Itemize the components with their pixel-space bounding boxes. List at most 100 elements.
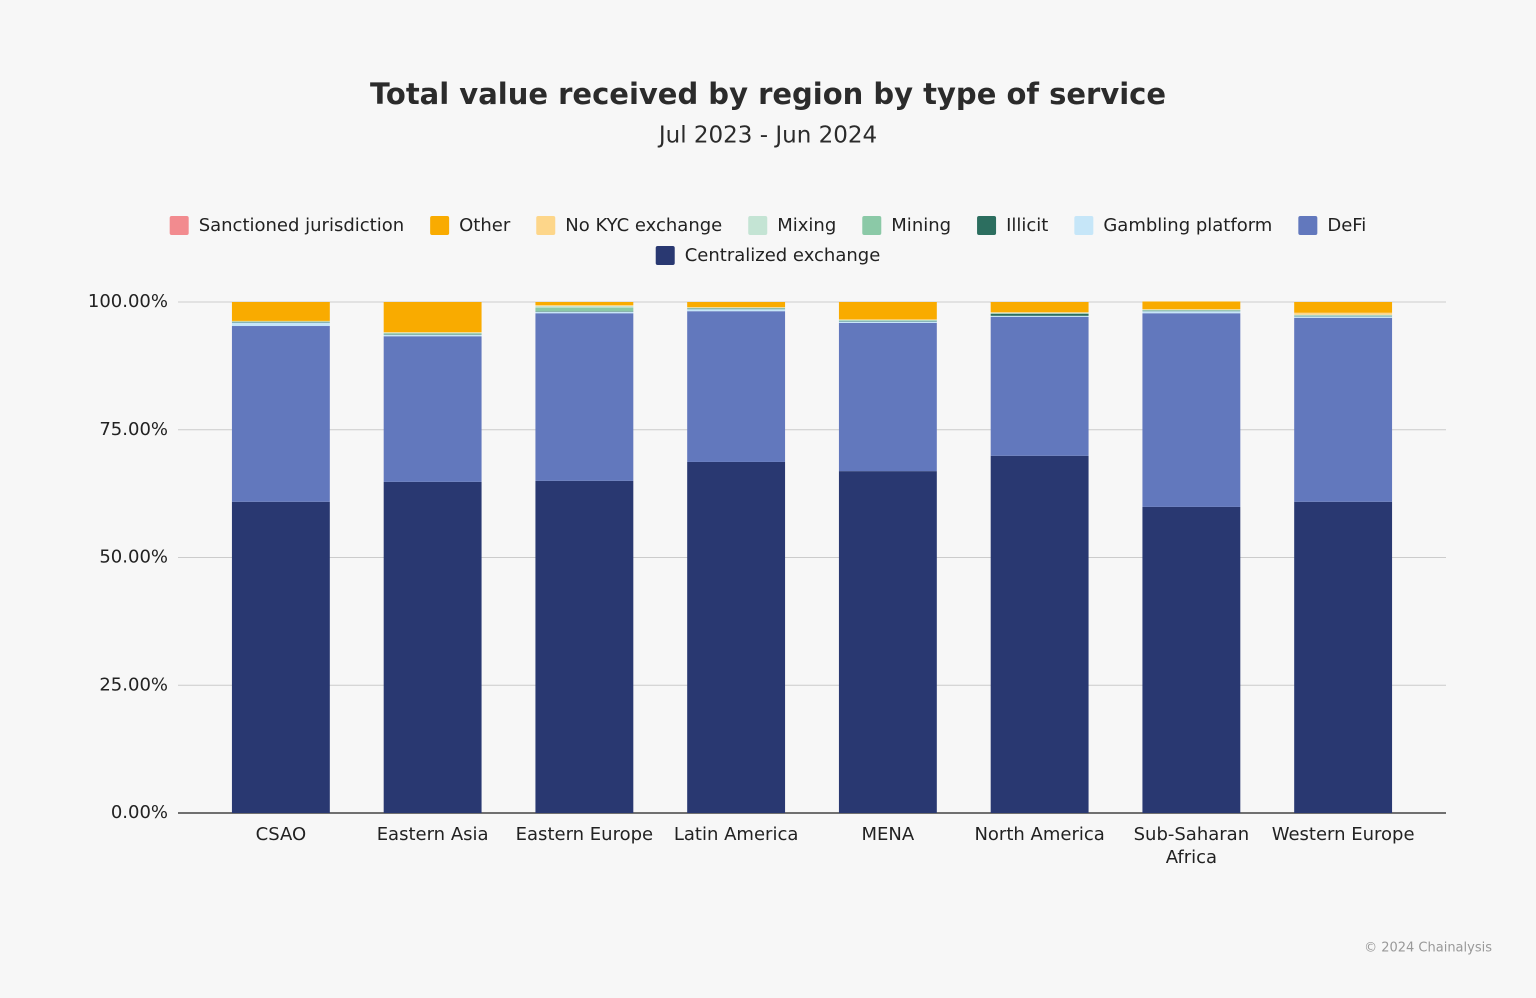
bar-segment	[687, 307, 786, 308]
y-tick-label: 50.00%	[99, 547, 168, 568]
bar-segment	[383, 334, 482, 335]
bar-segment	[535, 313, 634, 481]
bar-segment	[383, 334, 482, 337]
x-tick-label: North America	[974, 824, 1105, 845]
bar-segment	[535, 307, 634, 312]
legend-item: No KYC exchange	[536, 215, 722, 236]
x-tick-label: Sub-Saharan Africa	[1133, 824, 1250, 868]
chart-subtitle: Jul 2023 - Jun 2024	[657, 123, 877, 149]
bar-segment	[687, 307, 786, 309]
bar-segment	[383, 302, 482, 333]
y-tick-label: 0.00%	[111, 802, 168, 823]
bar-segment	[838, 302, 937, 320]
bar-segment	[383, 332, 482, 333]
bar-segment	[687, 308, 786, 309]
bar-segment	[687, 308, 786, 310]
legend-item: Illicit	[977, 215, 1048, 236]
bar-segment	[383, 333, 482, 335]
bar-segment	[687, 461, 786, 813]
bar-segment	[990, 316, 1089, 456]
legend-label: Mining	[891, 215, 951, 236]
bar-segment	[1294, 316, 1393, 318]
bar-segment	[990, 312, 1089, 314]
legend-label: Mixing	[777, 215, 836, 236]
bar-segment	[231, 321, 330, 322]
legend-swatch	[169, 216, 189, 235]
legend-item: Sanctioned jurisdiction	[169, 215, 404, 236]
bar-segment	[1142, 309, 1241, 311]
legend-swatch	[1298, 216, 1318, 235]
bar-segment	[1294, 317, 1393, 502]
bar-segment	[838, 321, 937, 323]
bar-segment	[383, 481, 482, 813]
legend-item: DeFi	[1298, 215, 1366, 236]
bar-segment	[1294, 501, 1393, 813]
legend-swatch	[430, 216, 450, 235]
bar-segment	[1142, 313, 1241, 507]
legend-swatch	[536, 216, 556, 235]
bar-segment	[535, 305, 634, 307]
bar-segment	[535, 306, 634, 308]
legend-label: Sanctioned jurisdiction	[199, 215, 404, 236]
legend-item: Centralized exchange	[655, 245, 881, 266]
bar-segment	[383, 336, 482, 482]
bar-segment	[231, 321, 330, 323]
legend-swatch	[748, 216, 768, 235]
bar-segment	[1142, 310, 1241, 311]
bar-segment	[990, 302, 1089, 313]
legend-item: Mixing	[748, 215, 836, 236]
bar-segment	[1294, 315, 1393, 316]
bar-segment	[990, 313, 1089, 314]
bar-segment	[838, 319, 937, 321]
y-tick-label: 75.00%	[99, 419, 168, 440]
y-tick-label: 25.00%	[99, 674, 168, 695]
legend-label: Centralized exchange	[685, 245, 881, 266]
legend-label: Other	[459, 215, 511, 236]
credit: © 2024 Chainalysis	[1364, 941, 1492, 956]
bar-segment	[990, 312, 1089, 313]
x-tick-label: Western Europe	[1271, 824, 1415, 845]
bar-segment	[535, 311, 634, 314]
bar-segment	[1142, 311, 1241, 314]
bar-segment	[1142, 506, 1241, 813]
bar-segment	[687, 309, 786, 312]
bar-segment	[383, 332, 482, 334]
bar-segment	[838, 320, 937, 321]
bar-segment	[838, 320, 937, 322]
legend-item: Other	[430, 215, 511, 236]
legend-swatch	[977, 216, 997, 235]
bar-segment	[1294, 302, 1393, 313]
bar-segment	[1142, 309, 1241, 310]
x-tick-label: CSAO	[255, 824, 307, 845]
bar-segment	[231, 302, 330, 321]
bar-segment	[231, 320, 330, 322]
bar-segment	[838, 322, 937, 472]
bar-segment	[838, 319, 937, 320]
bar-segment	[1294, 312, 1393, 315]
x-tick-label: Eastern Europe	[515, 824, 654, 845]
bar-segment	[990, 455, 1089, 813]
legend-label: No KYC exchange	[565, 215, 722, 236]
legend-swatch	[862, 216, 882, 235]
bar-segment	[535, 302, 634, 306]
bar-segment	[990, 315, 1089, 317]
bar-segment	[687, 302, 786, 308]
bar-segment	[1142, 310, 1241, 312]
bar-segment	[535, 480, 634, 813]
bar-segment	[1142, 301, 1241, 310]
x-tick-label: MENA	[861, 824, 915, 845]
bar-segment	[687, 311, 786, 462]
chart-title: Total value received by region by type o…	[370, 77, 1166, 111]
legend-label: Gambling platform	[1103, 215, 1272, 236]
legend-item: Mining	[862, 215, 951, 236]
bar-segment	[231, 322, 330, 327]
bar-segment	[990, 313, 1089, 316]
bar-segment	[1294, 314, 1393, 316]
bar-segment	[231, 326, 330, 502]
legend-swatch	[655, 246, 675, 265]
x-tick-label: Latin America	[673, 824, 799, 845]
legend-item: Gambling platform	[1074, 215, 1272, 236]
bar-segment	[838, 471, 937, 813]
legend-label: Illicit	[1006, 215, 1048, 236]
